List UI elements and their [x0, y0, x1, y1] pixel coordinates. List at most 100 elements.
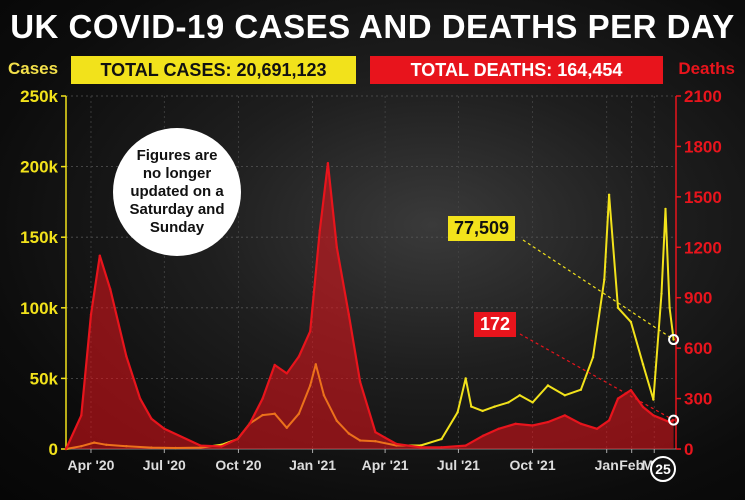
deaths-tick-label: 1200	[684, 238, 722, 257]
deaths-data-point	[89, 313, 93, 316]
deaths-data-point	[220, 445, 223, 448]
deaths-data-point	[563, 414, 566, 417]
cases-data-point	[591, 356, 595, 359]
deaths-data-point	[419, 446, 422, 449]
chart-title: UK COVID-19 CASES AND DEATHS PER DAY	[10, 8, 735, 45]
x-tick-label: Jan	[595, 457, 619, 473]
latest-cases-marker	[668, 334, 680, 346]
cases-data-point	[641, 363, 645, 366]
deaths-data-point	[248, 422, 251, 425]
deaths-data-point	[641, 405, 645, 409]
cases-tick-label: 150k	[20, 228, 58, 247]
cases-data-point	[664, 207, 667, 211]
cases-tick-label: 0	[49, 440, 58, 459]
deaths-tick-label: 300	[684, 390, 712, 409]
x-tick-label: Apr '20	[68, 457, 115, 473]
cases-tick-label: 100k	[20, 299, 58, 318]
deaths-data-point	[531, 424, 534, 427]
deaths-data-point	[273, 363, 276, 367]
deaths-data-point	[358, 380, 362, 383]
deaths-data-point	[125, 355, 128, 358]
date-badge-label: 25	[655, 461, 671, 477]
cases-data-point	[652, 398, 655, 401]
latest-deaths-leader	[519, 333, 674, 421]
deaths-tick-label: 600	[684, 339, 712, 358]
date-badge	[650, 456, 676, 482]
deaths-data-point	[163, 427, 166, 430]
cases-data-point	[607, 193, 611, 196]
cases-tick-label: 200k	[20, 158, 58, 177]
cases-axis-label: Cases	[8, 59, 59, 78]
x-tick-label: Feb	[619, 457, 644, 473]
latest-cases-leader	[522, 239, 674, 341]
cases-tick-label: 250k	[20, 87, 58, 106]
weekend-note-text: Figures are no longer updated on a Satur…	[129, 147, 225, 236]
deaths-data-point	[652, 414, 655, 417]
cases-data-point	[440, 437, 443, 441]
deaths-tick-label: 1500	[684, 188, 722, 207]
deaths-data-point	[318, 229, 321, 232]
deaths-data-point	[497, 427, 500, 430]
cases-data-point	[456, 411, 459, 414]
deaths-data-point	[64, 447, 68, 451]
deaths-data-point	[660, 417, 663, 420]
cases-data-point	[481, 409, 484, 413]
deaths-data-point	[579, 422, 583, 425]
deaths-axis-label: Deaths	[678, 59, 735, 78]
deaths-data-point	[138, 397, 142, 400]
x-tick-label: Jan '21	[289, 457, 336, 473]
cases-data-point	[507, 401, 510, 404]
latest-cases-label: 77,509	[448, 216, 516, 241]
deaths-data-point	[150, 417, 153, 420]
deaths-data-point	[440, 446, 443, 449]
deaths-data-point	[374, 431, 377, 434]
cases-data-point	[419, 444, 422, 447]
latest-deaths-label: 172	[474, 312, 517, 337]
deaths-data-point	[347, 313, 350, 316]
deaths-data-point	[546, 420, 550, 424]
x-tick-label: Jul '21	[437, 457, 480, 473]
cases-data-point	[668, 306, 671, 309]
total-deaths-banner: TOTAL DEATHS: 164,454	[370, 56, 663, 84]
x-tick-label: Oct '21	[509, 457, 555, 473]
deaths-data-point	[261, 397, 264, 400]
weekend-note-bubble: Figures are no longer updated on a Satur…	[113, 128, 241, 256]
deaths-data-point	[607, 419, 611, 422]
deaths-data-point	[595, 427, 599, 430]
deaths-data-point	[80, 414, 83, 417]
cases-data-point	[579, 388, 583, 391]
deaths-data-point	[395, 442, 398, 446]
deaths-data-point	[514, 422, 517, 425]
cases-data-point	[493, 405, 496, 408]
deaths-data-point	[285, 372, 288, 375]
cases-data-point	[546, 384, 550, 387]
deaths-tick-label: 1800	[684, 137, 722, 156]
total-cases-banner: TOTAL CASES: 20,691,123	[71, 56, 356, 84]
cases-tick-label: 50k	[30, 369, 59, 388]
deaths-series-area	[66, 163, 674, 449]
deaths-data-point	[109, 288, 112, 291]
cases-data-point	[470, 405, 473, 408]
x-tick-label: Oct '20	[215, 457, 261, 473]
deaths-data-point	[464, 444, 467, 447]
deaths-tick-label: 0	[684, 440, 693, 459]
x-tick-label: Apr '21	[362, 457, 409, 473]
cases-data-point	[629, 320, 633, 324]
deaths-data-point	[326, 162, 330, 165]
deaths-data-point	[482, 434, 485, 437]
deaths-data-point	[236, 437, 239, 441]
deaths-tick-label: 900	[684, 289, 712, 308]
deaths-tick-label: 2100	[684, 87, 722, 106]
deaths-data-point	[199, 444, 202, 447]
cases-data-point	[531, 401, 534, 404]
cases-data-point	[603, 278, 606, 281]
deaths-series-line	[64, 162, 675, 450]
cases-data-point	[518, 394, 521, 397]
deaths-data-point	[335, 246, 338, 249]
x-tick-label: Jul '20	[143, 457, 186, 473]
deaths-data-point	[629, 389, 633, 392]
deaths-data-point	[297, 355, 301, 358]
deaths-data-point	[309, 330, 312, 333]
cases-data-point	[464, 377, 467, 380]
cases-data-point	[672, 338, 675, 341]
